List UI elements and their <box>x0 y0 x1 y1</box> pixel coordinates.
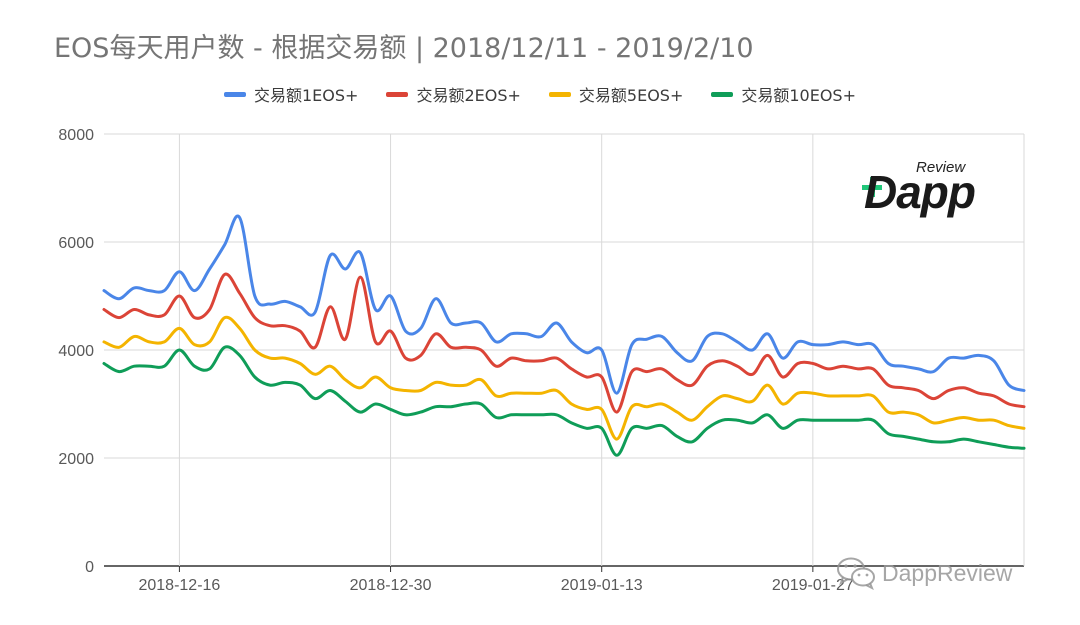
series-line-2eos <box>102 272 1026 414</box>
legend-swatch-2eos <box>386 91 409 97</box>
legend-item-2eos[interactable]: 交易额2EOS+ <box>386 82 521 106</box>
series-layer <box>102 214 1026 457</box>
x-tick-label: 2019-01-13 <box>561 577 643 594</box>
y-tick-label: 4000 <box>58 343 94 360</box>
series-line-1eos <box>102 214 1026 395</box>
legend-label-1eos: 交易额1EOS+ <box>254 86 359 105</box>
legend: 交易额1EOS+ 交易额2EOS+ 交易额5EOS+ 交易额10EOS+ <box>0 82 1080 106</box>
dapp-review-logo: Review Dapp <box>862 155 992 225</box>
series-line-10eos <box>102 345 1026 457</box>
legend-swatch-5eos <box>548 91 571 97</box>
legend-label-10eos: 交易额10EOS+ <box>741 86 856 105</box>
legend-swatch-1eos <box>224 91 246 97</box>
x-tick-label: 2018-12-30 <box>350 577 432 594</box>
y-tick-label: 2000 <box>58 451 94 468</box>
legend-item-10eos[interactable]: 交易额10EOS+ <box>711 82 856 106</box>
legend-label-5eos: 交易额5EOS+ <box>578 86 684 105</box>
legend-swatch-10eos <box>711 91 734 97</box>
x-tick-label: 2019-01-27 <box>772 577 854 594</box>
tick-layer: 0 2000 4000 6000 8000 2018-12-16 2018-12-30 201… <box>58 127 853 594</box>
chart-title: EOS每天用户数 - 根据交易额 | 2018/12/11 - 2019/2/1… <box>54 33 754 64</box>
y-tick-label: 6000 <box>58 235 94 252</box>
watermark: DappReview <box>836 556 1012 590</box>
series-line-5eos <box>102 315 1026 441</box>
legend-item-1eos[interactable]: 交易额1EOS+ <box>224 82 358 106</box>
y-tick-label: 0 <box>85 559 94 576</box>
x-tick-label: 2018-12-16 <box>138 577 220 594</box>
plus-icon <box>862 177 882 197</box>
logo-sup-text: Review <box>916 159 966 176</box>
wechat-icon <box>837 557 875 590</box>
y-tick-label: 8000 <box>58 127 94 144</box>
legend-item-5eos[interactable]: 交易额5EOS+ <box>548 82 684 106</box>
legend-label-2eos: 交易额2EOS+ <box>416 86 521 105</box>
logo-main-text: Dapp <box>864 166 976 218</box>
watermark-text: DappReview <box>882 559 1013 586</box>
